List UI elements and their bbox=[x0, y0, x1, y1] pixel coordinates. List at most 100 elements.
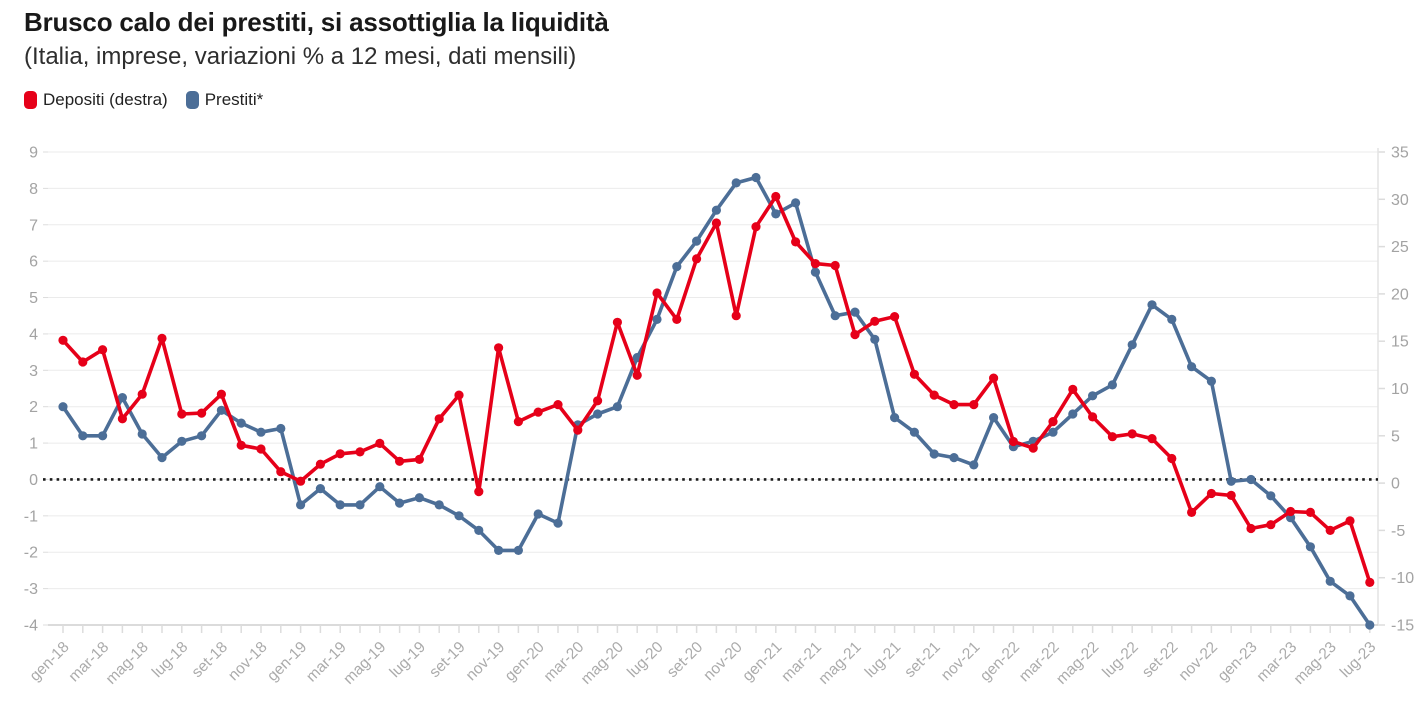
prestiti-point-ago-21 bbox=[909, 427, 920, 437]
depositi-point-gen-23 bbox=[1246, 523, 1256, 534]
prestiti-point-mag-19 bbox=[375, 482, 385, 492]
svg-text:gen-20: gen-20 bbox=[502, 638, 548, 684]
depositi-point-set-20 bbox=[692, 254, 702, 264]
prestiti-point-mag-18 bbox=[137, 429, 147, 439]
depositi-point-giu-22 bbox=[1107, 432, 1117, 442]
depositi-point-giu-19 bbox=[395, 456, 405, 466]
svg-text:15: 15 bbox=[1391, 334, 1409, 351]
depositi-point-mar-18 bbox=[98, 345, 108, 355]
chart-title: Brusco calo dei prestiti, si assottiglia… bbox=[24, 7, 609, 37]
prestiti-point-nov-19 bbox=[494, 545, 504, 555]
depositi-point-dic-20 bbox=[751, 222, 761, 232]
svg-text:6: 6 bbox=[29, 254, 38, 271]
prestiti-point-set-21 bbox=[929, 449, 939, 459]
depositi-point-ott-20 bbox=[711, 218, 722, 228]
svg-text:mag-23: mag-23 bbox=[1291, 639, 1340, 688]
depositi-point-giu-21 bbox=[870, 316, 880, 326]
svg-text:10: 10 bbox=[1391, 381, 1409, 398]
prestiti-point-feb-20 bbox=[553, 518, 563, 528]
prestiti-point-apr-22 bbox=[1068, 409, 1078, 419]
prestiti-point-gen-18 bbox=[58, 402, 68, 412]
legend-item-prestiti: Prestiti* bbox=[185, 90, 264, 110]
depositi-point-ago-21 bbox=[909, 369, 920, 379]
svg-text:5: 5 bbox=[29, 290, 38, 307]
svg-text:-2: -2 bbox=[24, 545, 38, 562]
prestiti-point-set-22 bbox=[1167, 314, 1177, 324]
depositi-point-mag-20 bbox=[612, 317, 623, 327]
svg-text:3: 3 bbox=[29, 363, 38, 380]
prestiti-point-mag-22 bbox=[1088, 391, 1098, 401]
svg-text:-4: -4 bbox=[24, 618, 38, 635]
depositi-point-nov-18 bbox=[256, 444, 266, 454]
svg-text:set-21: set-21 bbox=[901, 639, 943, 681]
prestiti-point-dic-21 bbox=[989, 413, 999, 423]
prestiti-point-lug-22 bbox=[1127, 340, 1137, 350]
legend: Depositi (destra) Prestiti* bbox=[24, 90, 263, 110]
depositi-point-ago-22 bbox=[1147, 434, 1157, 444]
prestiti-point-dic-19 bbox=[513, 545, 524, 555]
prestiti-point-lug-18 bbox=[177, 436, 187, 446]
depositi-swatch-icon bbox=[24, 91, 37, 109]
prestiti-point-ott-22 bbox=[1187, 362, 1197, 372]
series-depositi bbox=[58, 191, 1375, 587]
depositi-point-mar-22 bbox=[1048, 417, 1058, 427]
prestiti-point-lug-19 bbox=[414, 493, 424, 503]
depositi-point-apr-23 bbox=[1305, 507, 1315, 517]
svg-text:20: 20 bbox=[1391, 286, 1409, 303]
prestiti-point-feb-23 bbox=[1266, 491, 1276, 501]
prestiti-point-mar-21 bbox=[810, 267, 821, 277]
legend-label-prestiti: Prestiti* bbox=[204, 90, 264, 109]
depositi-point-ott-18 bbox=[236, 440, 246, 450]
prestiti-point-apr-23 bbox=[1305, 542, 1315, 552]
prestiti-point-ott-20 bbox=[711, 205, 722, 215]
chart-header: Brusco calo dei prestiti, si assottiglia… bbox=[24, 6, 1394, 72]
prestiti-point-giu-23 bbox=[1345, 591, 1355, 601]
svg-text:set-18: set-18 bbox=[189, 639, 231, 681]
depositi-point-gen-19 bbox=[296, 476, 306, 486]
depositi-point-feb-22 bbox=[1028, 443, 1038, 453]
prestiti-point-ott-19 bbox=[474, 525, 484, 535]
prestiti-point-nov-20 bbox=[731, 178, 741, 188]
svg-text:25: 25 bbox=[1391, 239, 1409, 256]
depositi-point-lug-20 bbox=[652, 288, 662, 298]
prestiti-point-apr-18 bbox=[117, 393, 127, 403]
depositi-point-lug-22 bbox=[1127, 429, 1137, 439]
prestiti-point-lug-20 bbox=[652, 314, 662, 324]
gridlines bbox=[43, 151, 1385, 626]
depositi-point-mar-23 bbox=[1286, 506, 1296, 517]
left-axis-labels: -4 -3 -2 -1 0 1 2 3 4 5 6 7 8 9 bbox=[24, 145, 38, 635]
depositi-point-feb-18 bbox=[78, 357, 88, 367]
prestiti-point-apr-21 bbox=[830, 311, 840, 321]
svg-text:mag-18: mag-18 bbox=[103, 639, 152, 688]
svg-text:gen-23: gen-23 bbox=[1215, 639, 1261, 685]
depositi-point-ott-22 bbox=[1187, 507, 1197, 517]
depositi-point-ott-19 bbox=[474, 487, 484, 497]
prestiti-point-apr-19 bbox=[355, 500, 365, 510]
depositi-point-feb-21 bbox=[791, 237, 801, 247]
prestiti-point-mag-21 bbox=[850, 307, 860, 317]
depositi-point-set-22 bbox=[1167, 453, 1177, 464]
depositi-point-set-21 bbox=[929, 390, 939, 400]
depositi-point-feb-20 bbox=[553, 400, 563, 410]
prestiti-point-ago-20 bbox=[672, 262, 682, 272]
chart-subtitle: (Italia, imprese, variazioni % a 12 mesi… bbox=[24, 42, 577, 70]
prestiti-point-nov-22 bbox=[1206, 376, 1216, 386]
depositi-point-lug-23 bbox=[1365, 577, 1375, 587]
prestiti-point-mar-22 bbox=[1048, 427, 1058, 437]
svg-text:gen-18: gen-18 bbox=[27, 639, 73, 685]
svg-text:mag-22: mag-22 bbox=[1053, 639, 1102, 688]
svg-text:5: 5 bbox=[1391, 428, 1400, 445]
svg-text:7: 7 bbox=[29, 217, 38, 234]
svg-text:-15: -15 bbox=[1391, 618, 1414, 635]
depositi-point-giu-23 bbox=[1345, 516, 1355, 526]
prestiti-point-dic-20 bbox=[751, 172, 761, 183]
svg-text:mag-21: mag-21 bbox=[815, 639, 864, 688]
svg-text:lug-22: lug-22 bbox=[1099, 639, 1141, 681]
svg-text:-1: -1 bbox=[24, 508, 38, 525]
prestiti-point-mag-20 bbox=[612, 402, 623, 412]
prestiti-point-lug-21 bbox=[890, 413, 900, 423]
svg-text:gen-22: gen-22 bbox=[977, 639, 1023, 685]
prestiti-point-dic-18 bbox=[276, 423, 286, 434]
svg-text:lug-23: lug-23 bbox=[1337, 639, 1379, 681]
line-chart: -4 -3 -2 -1 0 1 2 3 4 5 6 7 8 9 -15 -10 -5 0 5 10 15 20 25 30 35… bbox=[0, 140, 1418, 702]
